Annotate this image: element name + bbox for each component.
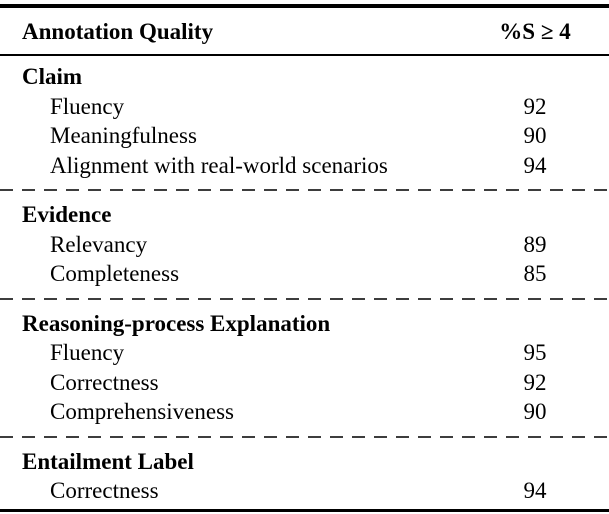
row-value: 94 xyxy=(523,478,547,503)
table-section: Entailment Label Correctness 94 xyxy=(0,447,609,506)
section-title: Evidence xyxy=(22,202,112,227)
row-label: Fluency xyxy=(50,340,125,365)
table-row: Correctness 92 xyxy=(0,368,609,398)
row-label: Correctness xyxy=(50,478,159,503)
table-section: Reasoning-process Explanation Fluency 95 Co… xyxy=(0,309,609,427)
section-title-row: Reasoning-process Explanation xyxy=(0,309,609,339)
row-value: 90 xyxy=(523,399,547,424)
table-row: Alignment with real-world scenarios 94 xyxy=(0,151,609,181)
dashed-section-divider xyxy=(0,435,609,438)
table-row: Fluency 92 xyxy=(0,92,609,122)
dashed-section-divider xyxy=(0,189,609,191)
table-row: Meaningfulness 90 xyxy=(0,121,609,151)
table-section: Claim Fluency 92 Meaningfulness 90 Alignment … xyxy=(0,62,609,180)
bottom-rule xyxy=(0,509,609,512)
row-value: 85 xyxy=(523,261,547,286)
row-value: 90 xyxy=(523,123,547,148)
section-title: Claim xyxy=(22,64,83,89)
column-header-percent-s-geq-4: %S ≥ 4 xyxy=(499,18,571,44)
dashed-section-divider xyxy=(0,297,609,300)
table-row: Relevancy 89 xyxy=(0,230,609,260)
column-header-annotation-quality: Annotation Quality xyxy=(22,18,214,44)
top-rule xyxy=(0,4,609,8)
table-row: Fluency 95 xyxy=(0,338,609,368)
row-value: 89 xyxy=(523,231,547,257)
row-label: Alignment with real-world scenarios xyxy=(50,152,388,178)
row-label: Completeness xyxy=(50,261,180,286)
row-value: 92 xyxy=(523,369,547,395)
row-label: Fluency xyxy=(50,93,125,119)
row-value: 92 xyxy=(523,93,547,119)
section-title-row: Claim xyxy=(0,62,609,92)
section-title-row: Entailment Label xyxy=(0,447,609,477)
row-label: Comprehensiveness xyxy=(50,399,234,424)
table-section: Evidence Relevancy 89 Completeness 85 xyxy=(0,200,609,289)
table-row: Completeness 85 xyxy=(0,259,609,289)
row-value: 94 xyxy=(523,152,547,178)
row-label: Relevancy xyxy=(50,231,148,257)
row-label: Correctness xyxy=(50,369,159,395)
table-body: Claim Fluency 92 Meaningfulness 90 Alignment … xyxy=(0,56,609,506)
section-title: Entailment Label xyxy=(22,448,194,474)
table-row: Correctness 94 xyxy=(0,476,609,506)
table-header-row: Annotation Quality %S ≥ 4 xyxy=(0,8,609,54)
row-value: 95 xyxy=(523,340,547,365)
table-row: Comprehensiveness 90 xyxy=(0,397,609,427)
section-title-row: Evidence xyxy=(0,200,609,230)
header-rule xyxy=(0,53,609,56)
section-title: Reasoning-process Explanation xyxy=(22,310,331,336)
row-label: Meaningfulness xyxy=(50,123,197,148)
